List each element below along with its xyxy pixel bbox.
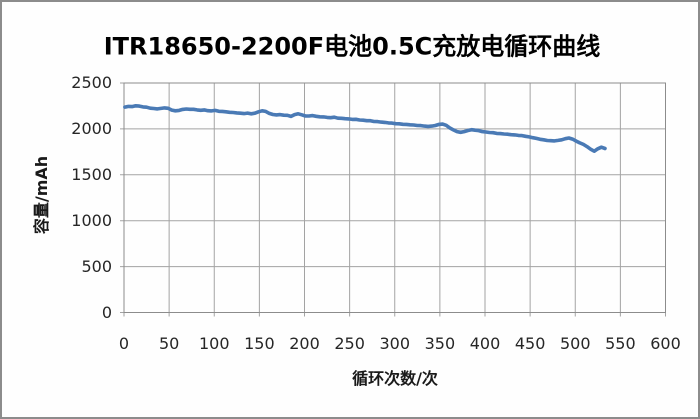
x-tick-label: 300: [379, 334, 411, 353]
x-tick-label: 200: [289, 334, 320, 353]
x-tick-label: 50: [158, 334, 180, 353]
chart-title: ITR18650-2200F电池0.5C充放电循环曲线: [103, 32, 601, 61]
x-tick-label: 500: [559, 334, 591, 353]
x-tick-label: 600: [650, 334, 681, 353]
plot-area: [120, 82, 666, 317]
capacity-series-line: [123, 103, 607, 153]
x-tick-label: 250: [334, 334, 365, 353]
x-tick-label: 100: [198, 334, 230, 353]
x-tick-label: 550: [605, 334, 636, 353]
y-tick-label: 2000: [71, 118, 112, 138]
x-tick-label: 450: [514, 334, 546, 353]
y-axis-title: 容量/mAh: [32, 155, 51, 235]
y-tick-label: 2500: [71, 73, 112, 92]
x-tick-label: 400: [469, 334, 501, 353]
y-tick-label: 1500: [71, 164, 112, 184]
y-tick-label: 0: [101, 302, 112, 322]
x-axis-title: 循环次数/次: [352, 369, 438, 388]
plot-border: [123, 82, 666, 313]
x-tick-label: 0: [118, 334, 130, 353]
y-tick-label: 500: [81, 256, 112, 276]
x-tick-label: 150: [244, 334, 275, 353]
y-tick-label: 1000: [71, 210, 112, 230]
x-tick-label: 350: [424, 334, 456, 353]
